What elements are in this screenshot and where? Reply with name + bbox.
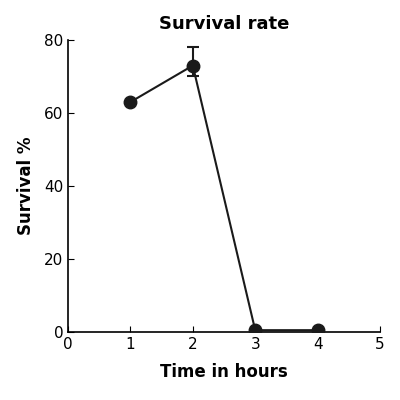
Y-axis label: Survival %: Survival % xyxy=(18,137,36,235)
Title: Survival rate: Survival rate xyxy=(159,15,289,33)
X-axis label: Time in hours: Time in hours xyxy=(160,363,288,381)
